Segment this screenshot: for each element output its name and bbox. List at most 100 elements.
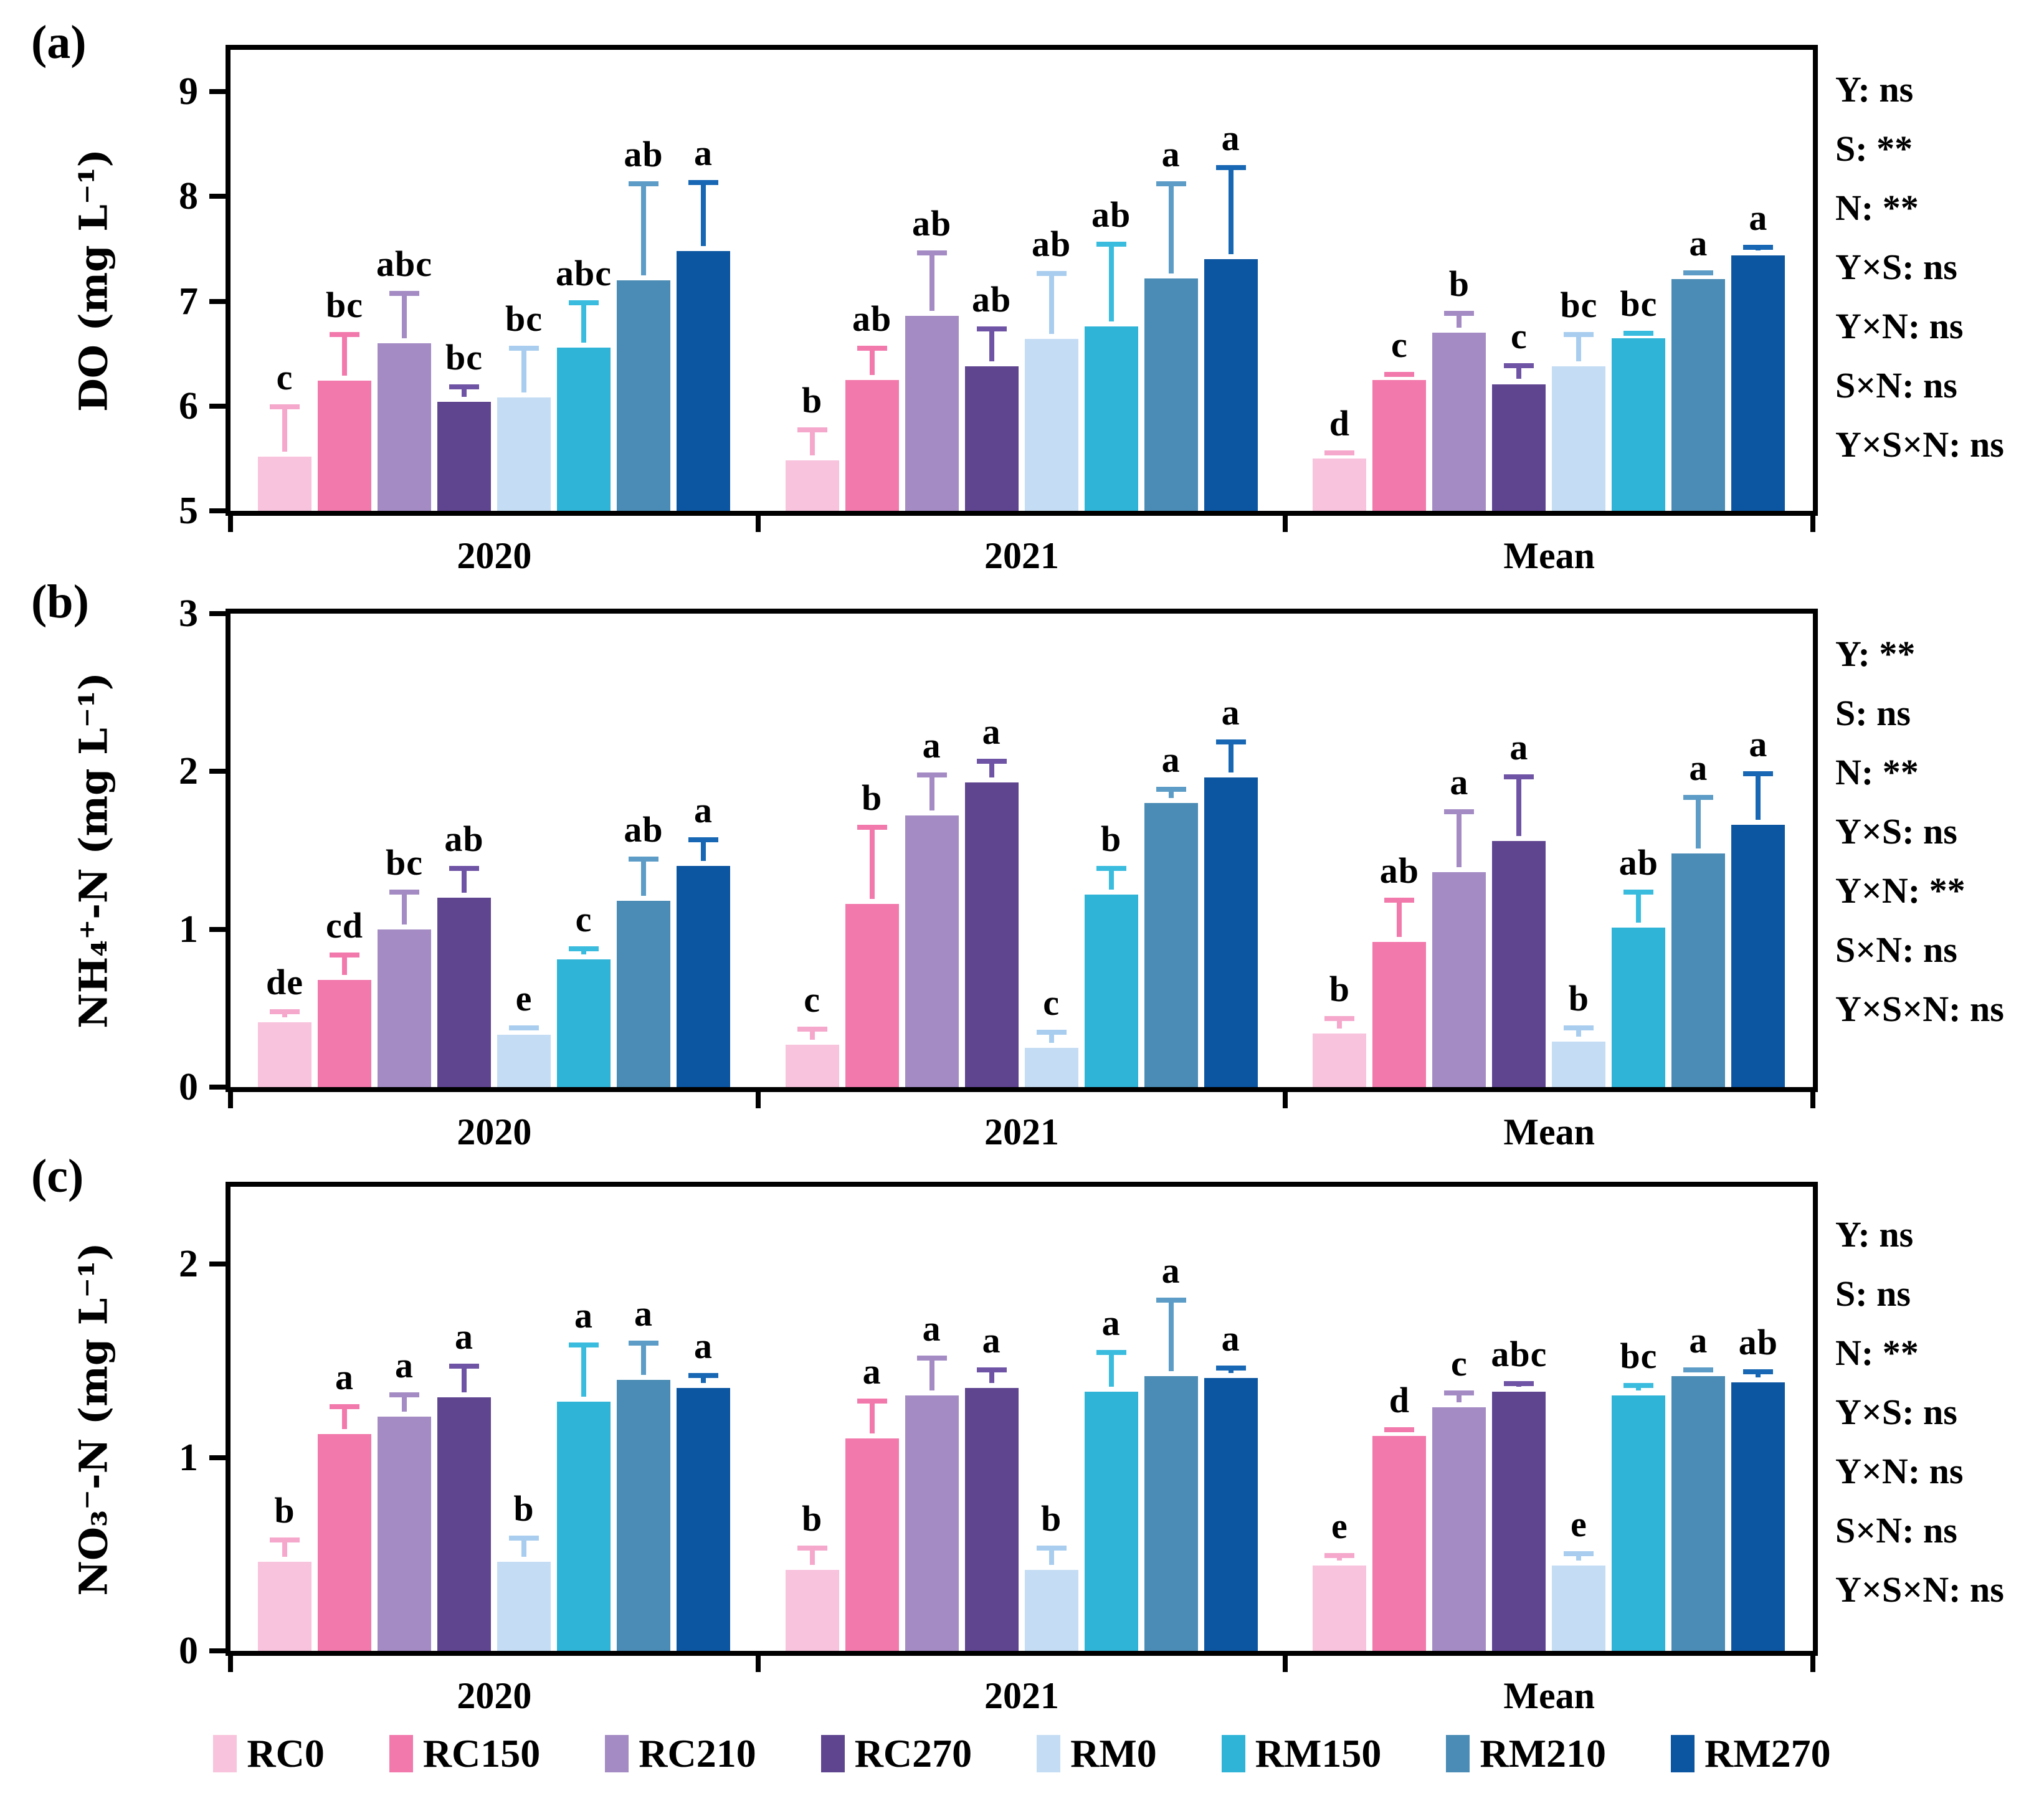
bar-RC150-Mean: [1372, 941, 1427, 1087]
error-bar-cap-RM150-Mean: [1623, 1382, 1654, 1388]
panel-b-plot-area: de cd bc ab e c ab a c b a a c b a a b ab a a b ab a a: [226, 609, 1818, 1092]
sig-letter-RC210-Mean: a: [1450, 761, 1469, 802]
error-bar-cap-RC150-Mean: [1384, 1427, 1415, 1433]
sig-letter-RM0-2021: b: [1041, 1498, 1062, 1539]
bar-RC210-2020: [378, 343, 431, 511]
bar-RC150-2021: [845, 1438, 899, 1651]
sig-letter-RC150-Mean: d: [1389, 1380, 1410, 1421]
x-tick-mark-a-1: [755, 516, 761, 532]
bar-RC150-2020: [318, 381, 371, 511]
legend-swatch-RC0: [213, 1735, 237, 1772]
x-group-label-c-Mean: Mean: [1503, 1675, 1595, 1716]
y-tick-label-b-3: 3: [179, 592, 198, 635]
error-bar-stem-RM270-2021: [1228, 744, 1234, 773]
bar-RC0-Mean: [1313, 458, 1367, 511]
bar-RC0-2020: [258, 456, 311, 511]
anova-line-b-5: S×N: ns: [1835, 929, 1957, 970]
error-bar-stem-RM150-2021: [1108, 870, 1114, 890]
sig-letter-RM0-2021: ab: [1032, 224, 1072, 265]
bar-RC0-Mean: [1313, 1033, 1367, 1087]
sig-letter-RM210-Mean: a: [1689, 1320, 1708, 1361]
y-tick-label-a-6: 6: [179, 384, 198, 427]
error-bar-cap-RM150-2021: [1096, 242, 1126, 247]
error-bar-cap-RM210-Mean: [1683, 1367, 1714, 1372]
anova-line-a-3: Y×S: ns: [1835, 247, 1957, 287]
sig-letter-RM210-2021: a: [1161, 133, 1181, 174]
error-bar-stem-RC0-2021: [809, 1550, 815, 1565]
error-bar-stem-RM0-Mean: [1576, 1030, 1582, 1037]
panel-b-y-axis-label: NH₄⁺-N (mg L⁻¹): [70, 672, 116, 1029]
sig-letter-RC150-2020: bc: [326, 284, 363, 325]
bar-RM0-2021: [1024, 1047, 1078, 1087]
legend-label-RC150: RC150: [422, 1731, 541, 1775]
error-bar-cap-RC270-2021: [976, 758, 1007, 764]
bar-RM270-Mean: [1731, 1382, 1785, 1651]
error-bar-cap-RC270-2021: [976, 1367, 1007, 1372]
sig-letter-RM210-Mean: a: [1689, 747, 1708, 788]
sig-letter-RC210-Mean: b: [1448, 264, 1470, 305]
error-bar-stem-RC0-Mean: [1337, 1020, 1343, 1029]
panel-c-anova-stats: Y: ns S: ns N: ** Y×S: ns Y×N: ns S×N: ns Y×S×…: [1835, 1205, 2004, 1619]
error-bar-cap-RC210-Mean: [1444, 311, 1475, 316]
bar-RC210-Mean: [1432, 872, 1486, 1087]
sig-letter-RM210-2020: ab: [624, 133, 663, 174]
error-bar-stem-RM0-2020: [521, 350, 526, 393]
bar-RC210-2021: [905, 1395, 959, 1651]
y-tick-label-b-2: 2: [179, 750, 198, 793]
legend-label-RC210: RC210: [639, 1731, 756, 1775]
sig-letter-RC150-2021: ab: [852, 298, 892, 339]
y-tick-label-a-5: 5: [179, 490, 198, 532]
panel-a-letter: (a): [31, 16, 87, 69]
error-bar-cap-RM0-2021: [1036, 1545, 1067, 1551]
sig-letter-RM270-Mean: a: [1749, 197, 1768, 239]
error-bar-stem-RM0-Mean: [1576, 336, 1582, 361]
error-bar-cap-RC210-Mean: [1444, 809, 1475, 814]
error-bar-stem-RM270-Mean: [1756, 1374, 1761, 1377]
sig-letter-RC270-2020: a: [455, 1316, 473, 1357]
legend-item-RM0: RM0: [1037, 1731, 1157, 1777]
error-bar-cap-RM150-Mean: [1623, 331, 1654, 336]
error-bar-stem-RC150-2021: [869, 830, 875, 900]
sig-letter-RC270-Mean: c: [1510, 316, 1528, 357]
bar-RM270-2021: [1204, 259, 1258, 511]
bar-RC270-2020: [437, 898, 491, 1087]
x-tick-mark-c-0: [228, 1656, 233, 1672]
legend-item-RM270: RM270: [1671, 1731, 1831, 1777]
sig-letter-RM150-2021: b: [1101, 818, 1122, 859]
bar-RM150-2020: [557, 959, 611, 1087]
sig-letter-RM0-2021: c: [1043, 982, 1060, 1024]
error-bar-cap-RM0-Mean: [1564, 331, 1594, 337]
error-bar-cap-RC210-2020: [389, 1392, 419, 1398]
legend-label-RM210: RM210: [1480, 1731, 1606, 1775]
error-bar-stem-RC150-Mean: [1397, 902, 1402, 937]
error-bar-cap-RM270-2020: [688, 1373, 718, 1379]
x-tick-mark-c-1: [755, 1656, 761, 1672]
bar-RM150-2020: [557, 1401, 611, 1651]
bar-RC270-Mean: [1492, 1392, 1546, 1651]
anova-line-c-2: N: **: [1835, 1333, 1919, 1373]
anova-line-a-6: Y×S×N: ns: [1835, 424, 2004, 465]
error-bar-cap-RM0-Mean: [1564, 1025, 1594, 1030]
y-tick-mark-a-5: [209, 508, 226, 513]
error-bar-stem-RM210-2021: [1168, 792, 1174, 798]
error-bar-stem-RC0-2020: [282, 1014, 287, 1018]
anova-line-b-2: N: **: [1835, 752, 1919, 792]
error-bar-cap-RC270-2020: [449, 384, 479, 389]
sig-letter-RC150-2020: cd: [326, 905, 363, 946]
x-tick-mark-b-0: [228, 1092, 233, 1108]
sig-letter-RM270-2021: a: [1221, 1318, 1240, 1359]
sig-letter-RC0-2020: c: [276, 356, 293, 397]
bar-RM0-2021: [1024, 339, 1078, 511]
bar-RC270-2020: [437, 1397, 491, 1651]
bar-RC210-Mean: [1432, 1407, 1486, 1651]
error-bar-stem-RM210-2020: [641, 1345, 646, 1376]
sig-letter-RC0-2021: b: [802, 379, 823, 421]
error-bar-stem-RC270-Mean: [1516, 368, 1522, 379]
error-bar-stem-RM150-2020: [581, 305, 586, 343]
error-bar-stem-RM0-2021: [1048, 1035, 1054, 1043]
error-bar-cap-RC150-2020: [330, 331, 359, 337]
legend-item-RC0: RC0: [213, 1731, 325, 1777]
bar-RM0-2020: [497, 1035, 551, 1087]
error-bar-stem-RM210-2020: [641, 861, 646, 896]
error-bar-stem-RM0-2021: [1048, 276, 1054, 335]
